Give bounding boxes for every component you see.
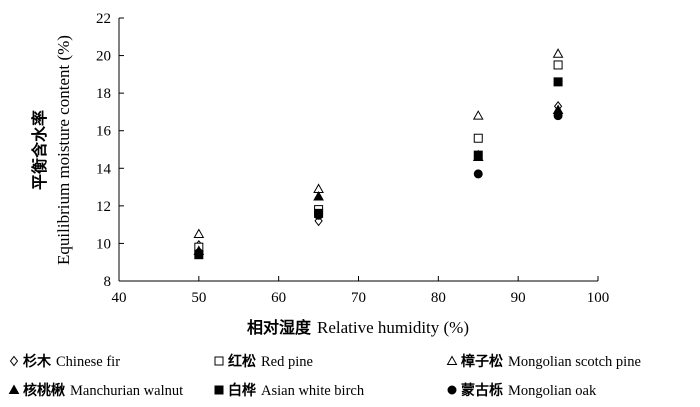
legend-marker — [214, 385, 224, 395]
y-tick-label: 12 — [96, 199, 111, 215]
data-point — [313, 190, 324, 201]
legend-marker — [9, 355, 19, 367]
y-axis-title-cn: 平衡含水率 — [30, 110, 49, 190]
legend-marker — [8, 384, 20, 394]
legend-marker — [446, 355, 458, 365]
data-point — [473, 169, 483, 179]
legend-label: 蒙古栎 Mongolian oak — [461, 382, 597, 399]
legend-marker — [214, 356, 224, 366]
legend-label: 杉木 Chinese fir — [23, 353, 120, 370]
legend-item: 杉木 Chinese fir — [9, 353, 120, 370]
series-1 — [194, 60, 563, 252]
data-point — [193, 228, 205, 239]
data-point — [552, 48, 564, 58]
legend-item: 樟子松 Mongolian scotch pine — [446, 353, 641, 370]
series-2 — [193, 48, 564, 239]
legend-marker — [447, 385, 457, 395]
y-tick-label: 10 — [96, 236, 111, 252]
legend-label: 白桦 Asian white birch — [228, 382, 365, 399]
x-tick-label: 60 — [271, 290, 286, 306]
x-tick-label: 40 — [112, 290, 127, 306]
data-point — [473, 133, 483, 143]
ticks: 40 50 60 70 80 90 100 8 10 12 14 16 18 20 22 — [96, 11, 609, 306]
series-0 — [194, 100, 563, 251]
x-tick-label: 80 — [431, 290, 446, 306]
data-point — [553, 60, 563, 70]
series-3 — [193, 104, 564, 255]
axes — [118, 18, 598, 282]
y-tick-label: 16 — [96, 124, 112, 140]
legend: 杉木 Chinese fir 红松 Red pine 樟子松 Mongolian scot… — [8, 353, 641, 399]
data-point — [314, 210, 324, 220]
y-tick-label: 18 — [96, 86, 111, 102]
data-point — [473, 150, 483, 160]
legend-item: 白桦 Asian white birch — [214, 382, 365, 399]
legend-item: 蒙古栎 Mongolian oak — [447, 382, 597, 399]
x-tick-label: 90 — [511, 290, 526, 306]
legend-label: 樟子松 Mongolian scotch pine — [461, 353, 641, 370]
legend-label: 核桃楸 Manchurian walnut — [23, 382, 183, 399]
legend-item: 核桃楸 Manchurian walnut — [8, 382, 183, 399]
data-point — [553, 111, 563, 121]
series-4 — [194, 77, 563, 260]
legend-label: 红松 Red pine — [228, 353, 313, 370]
y-tick-label: 22 — [96, 11, 111, 27]
series-5 — [194, 111, 563, 258]
x-tick-label: 50 — [191, 290, 206, 306]
x-tick-label: 70 — [351, 290, 366, 306]
legend-item: 红松 Red pine — [214, 353, 313, 370]
y-tick-label: 20 — [96, 49, 111, 65]
y-tick-label: 14 — [96, 161, 112, 177]
y-tick-label: 8 — [104, 274, 112, 290]
data-point — [194, 248, 204, 258]
data-point — [553, 77, 563, 87]
x-tick-label: 100 — [587, 290, 610, 306]
y-axis-title-en: Equilibrium moisture content (%) — [54, 35, 73, 265]
data-points — [193, 48, 564, 260]
x-axis-title: 相对湿度 Relative humidity (%) — [247, 318, 469, 337]
data-point — [472, 110, 484, 120]
